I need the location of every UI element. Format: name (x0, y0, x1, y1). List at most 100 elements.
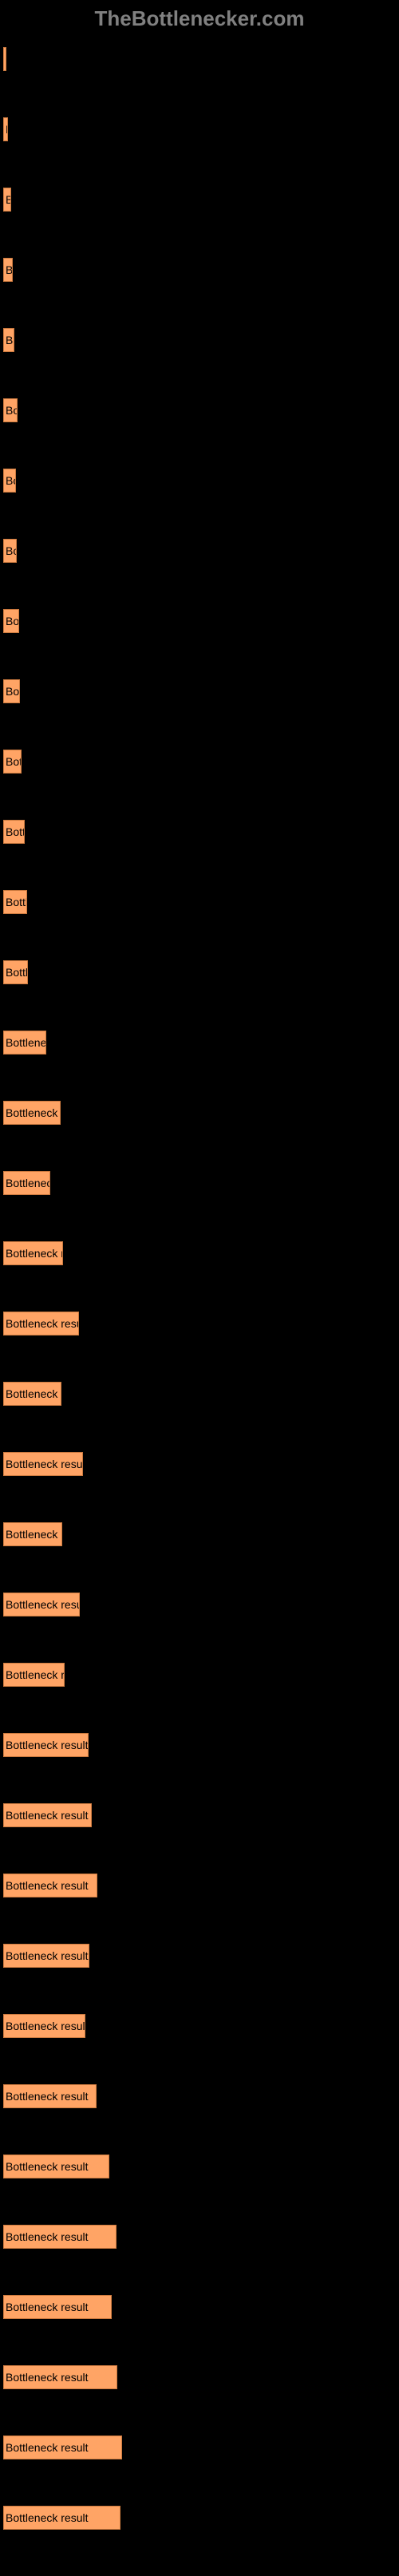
bar-label: Bottleneck result (6, 2020, 85, 2032)
bar: Bottleneck result (3, 750, 22, 774)
bar-row: Bottleneck result (3, 2436, 396, 2459)
bar-label: Bottleneck result (6, 2511, 89, 2524)
bar-row: Bottleneck result (3, 1171, 396, 1195)
bar-label: Bottleneck result (6, 404, 18, 417)
bar-label: Bottleneck result (6, 1598, 80, 1611)
bar: Bottleneck result (3, 188, 11, 212)
bar-row: Bottleneck result (3, 47, 396, 71)
bar: Bottleneck result (3, 2014, 85, 2038)
bar-row: Bottleneck result (3, 750, 396, 774)
bar-row: Bottleneck result (3, 1663, 396, 1687)
bar-label: Bottleneck result (6, 966, 28, 979)
bar-row: Bottleneck result (3, 679, 396, 703)
bar-label: Bottleneck result (6, 2160, 89, 2173)
bar-label: Bottleneck result (6, 2371, 89, 2384)
bar-row: Bottleneck result (3, 2155, 396, 2178)
bar-row: Bottleneck result (3, 188, 396, 212)
bar-label: Bottleneck result (6, 1387, 61, 1400)
bar: Bottleneck result (3, 1452, 83, 1476)
bar-label: Bottleneck result (6, 1458, 83, 1470)
bar: Bottleneck result (3, 1803, 92, 1827)
bar-row: Bottleneck result (3, 1874, 396, 1897)
bar: Bottleneck result (3, 679, 20, 703)
bar-row: Bottleneck result (3, 2295, 396, 2319)
bar-label: Bottleneck result (6, 1036, 46, 1049)
bar-label: Bottleneck result (6, 1809, 89, 1822)
bar: Bottleneck result (3, 820, 25, 844)
bar-row: Bottleneck result (3, 820, 396, 844)
bar-label: Bottleneck result (6, 1528, 62, 1541)
bar: Bottleneck result (3, 2225, 117, 2249)
bar-label: Bottleneck result (6, 123, 8, 136)
bar: Bottleneck result (3, 1171, 50, 1195)
bar-label: Bottleneck result (6, 755, 22, 768)
bar-row: Bottleneck result (3, 1312, 396, 1335)
bar: Bottleneck result (3, 539, 17, 563)
bar: Bottleneck result (3, 1733, 89, 1757)
site-title: TheBottlenecker.com (95, 6, 305, 30)
bar: Bottleneck result (3, 469, 16, 493)
header: TheBottlenecker.com (0, 0, 399, 47)
bar-row: Bottleneck result (3, 1382, 396, 1406)
bar: Bottleneck result (3, 1241, 63, 1265)
bar-label: Bottleneck result (6, 1739, 89, 1751)
bar-label: Bottleneck result (6, 544, 17, 557)
bar-label: Bottleneck result (6, 474, 16, 487)
bar-row: Bottleneck result (3, 2365, 396, 2389)
bar: Bottleneck result (3, 1663, 65, 1687)
bar-row: Bottleneck result (3, 609, 396, 633)
bar: Bottleneck result (3, 1031, 46, 1055)
bar-row: Bottleneck result (3, 2225, 396, 2249)
bar-label: Bottleneck result (6, 1177, 50, 1189)
bar: Bottleneck result (3, 2084, 97, 2108)
bar: Bottleneck result (3, 328, 14, 352)
bar-label: Bottleneck result (6, 1668, 65, 1681)
bar-label: Bottleneck result (6, 1247, 63, 1260)
bar-row: Bottleneck result (3, 117, 396, 141)
bar-row: Bottleneck result (3, 539, 396, 563)
bar: Bottleneck result (3, 258, 13, 282)
bar-label: Bottleneck result (6, 2301, 89, 2313)
bar: Bottleneck result (3, 398, 18, 422)
bar-label: Bottleneck result (6, 2230, 89, 2243)
bar-label: Bottleneck result (6, 193, 11, 206)
bar: Bottleneck result (3, 47, 6, 71)
bar-label: Bottleneck result (6, 896, 27, 908)
bar-row: Bottleneck result (3, 2506, 396, 2530)
bar-row: Bottleneck result (3, 2084, 396, 2108)
bar: Bottleneck result (3, 1312, 79, 1335)
bar-label: Bottleneck result (6, 263, 13, 276)
bar: Bottleneck result (3, 2436, 122, 2459)
bar: Bottleneck result (3, 2155, 109, 2178)
bar-row: Bottleneck result (3, 1031, 396, 1055)
bar-label: Bottleneck result (6, 1879, 89, 1892)
bar-row: Bottleneck result (3, 890, 396, 914)
bar-label: Bottleneck result (6, 615, 19, 627)
bar: Bottleneck result (3, 1593, 80, 1616)
bar: Bottleneck result (3, 117, 8, 141)
bar-label: Bottleneck result (6, 2090, 89, 2103)
bar: Bottleneck result (3, 960, 28, 984)
bar-chart: Bottleneck result Bottleneck result Bottle… (0, 47, 399, 2530)
bar-row: Bottleneck result (3, 960, 396, 984)
bar-row: Bottleneck result (3, 1733, 396, 1757)
bar: Bottleneck result (3, 2365, 117, 2389)
bar: Bottleneck result (3, 2295, 112, 2319)
bar: Bottleneck result (3, 609, 19, 633)
bar-label: Bottleneck result (6, 825, 25, 838)
bar-row: Bottleneck result (3, 398, 396, 422)
bar: Bottleneck result (3, 890, 27, 914)
bar-row: Bottleneck result (3, 258, 396, 282)
bar-label: Bottleneck result (6, 685, 20, 698)
bar: Bottleneck result (3, 1101, 61, 1125)
bar-label: Bottleneck result (6, 1317, 79, 1330)
bar-row: Bottleneck result (3, 1241, 396, 1265)
bar-row: Bottleneck result (3, 1101, 396, 1125)
bar-row: Bottleneck result (3, 1452, 396, 1476)
bar-row: Bottleneck result (3, 1944, 396, 1968)
bar-row: Bottleneck result (3, 1522, 396, 1546)
bar-label: Bottleneck result (6, 334, 14, 346)
bar-row: Bottleneck result (3, 1593, 396, 1616)
bar: Bottleneck result (3, 1382, 61, 1406)
bar-row: Bottleneck result (3, 2014, 396, 2038)
